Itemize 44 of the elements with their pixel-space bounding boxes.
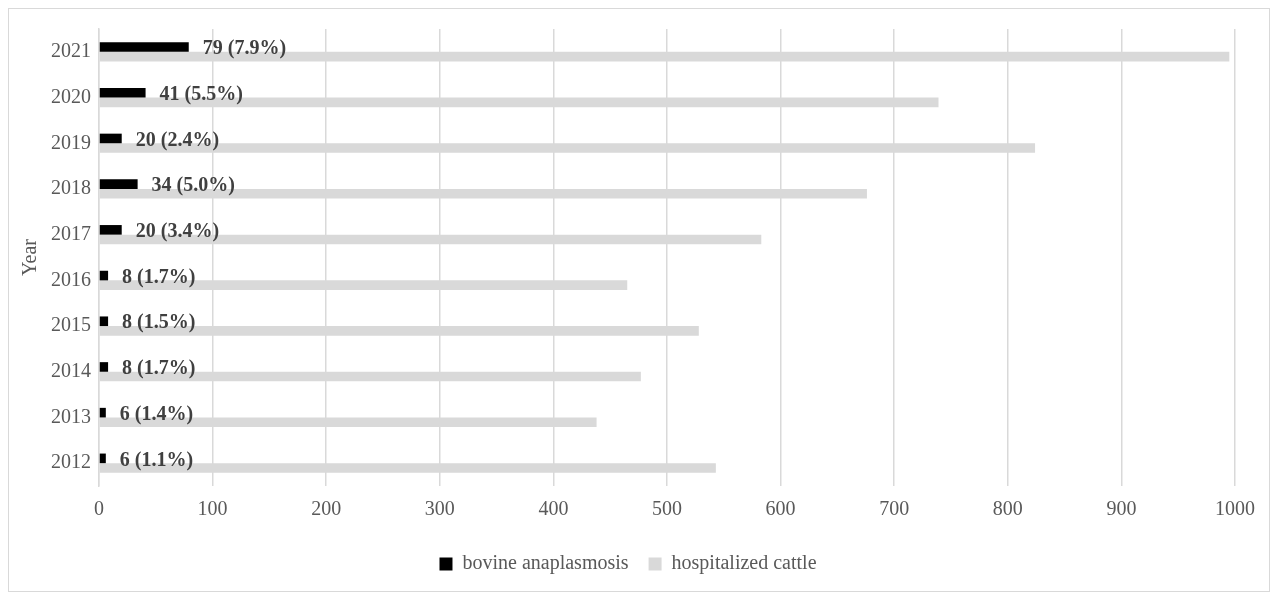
y-tick-label: 2018 [51, 176, 91, 199]
bar [99, 225, 122, 235]
bar [99, 316, 109, 327]
x-tick-label: 900 [1106, 497, 1137, 520]
legend-label: bovine anaplasmosis [462, 551, 629, 575]
x-tick-label: 600 [765, 497, 796, 520]
x-tick-label: 100 [197, 497, 228, 520]
data-label: 20 (2.4%) [135, 127, 220, 151]
bar [99, 179, 138, 189]
x-tick-label: 1000 [1215, 497, 1255, 520]
data-label: 8 (1.5%) [122, 310, 196, 334]
data-label: 8 (1.7%) [122, 356, 196, 380]
data-label: 34 (5.0%) [151, 173, 235, 197]
y-tick-label: 2016 [51, 267, 91, 290]
bar [99, 42, 189, 52]
data-label: 6 (1.4%) [119, 401, 194, 425]
bar [99, 270, 109, 281]
x-tick-label: 300 [424, 497, 455, 520]
x-tick-label: 700 [879, 497, 910, 520]
x-tick-label: 200 [311, 497, 342, 520]
bar [99, 133, 122, 144]
y-tick-label: 2020 [51, 84, 91, 107]
x-tick-label: 500 [652, 497, 682, 520]
y-tick-label: 2012 [51, 450, 91, 473]
x-tick-label: 0 [94, 497, 104, 520]
y-tick-label: 2017 [51, 221, 91, 244]
y-tick-label: 2014 [51, 359, 91, 381]
x-tick-label: 400 [538, 497, 569, 520]
y-axis-title: Year [18, 238, 41, 276]
y-tick-label: 2013 [51, 404, 91, 427]
bar [99, 87, 146, 98]
data-label: 79 (7.9%) [202, 36, 287, 60]
legend-label: hospitalized cattle [671, 551, 817, 575]
bar [99, 453, 106, 464]
bar [99, 407, 106, 418]
data-label: 8 (1.7%) [122, 264, 196, 288]
data-label: 41 (5.5%) [159, 81, 243, 105]
y-tick-label: 2021 [51, 39, 91, 62]
bar [99, 362, 109, 372]
data-label: 20 (3.4%) [135, 219, 220, 243]
y-tick-label: 2019 [51, 130, 91, 153]
data-label: 6 (1.1%) [119, 447, 194, 471]
y-tick-label: 2015 [51, 313, 91, 336]
x-tick-label: 800 [992, 497, 1023, 520]
